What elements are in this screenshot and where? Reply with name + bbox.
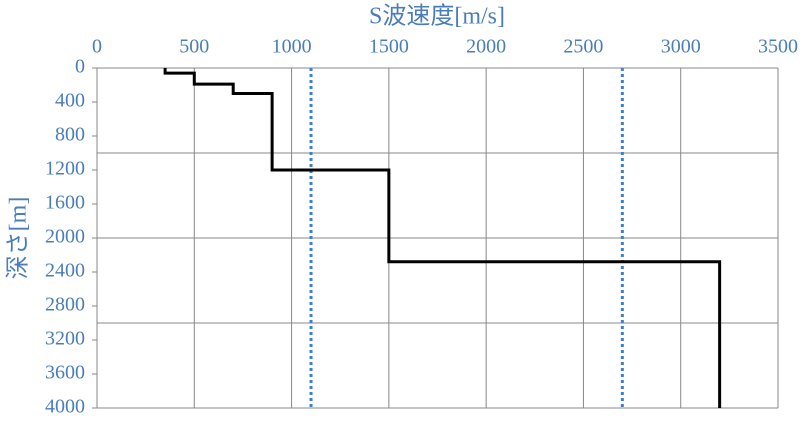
velocity-line <box>163 68 722 408</box>
chart-title: S波速度[m/s] <box>369 3 505 30</box>
x-tick-label: 0 <box>92 36 102 58</box>
y-tick-label: 3200 <box>45 328 85 350</box>
y-tick-label: 800 <box>55 124 85 146</box>
y-tick-label: 1600 <box>45 192 85 214</box>
x-tick-label: 3000 <box>661 36 701 58</box>
y-tick-label: 1200 <box>45 158 85 180</box>
x-tick-label: 1000 <box>272 36 312 58</box>
y-tick-label: 4000 <box>45 396 85 418</box>
y-tick-label: 2000 <box>45 226 85 248</box>
x-tick-label: 1500 <box>369 36 409 58</box>
y-tick-label: 0 <box>75 56 85 78</box>
x-tick-label: 2000 <box>466 36 506 58</box>
y-tick-label: 2400 <box>45 260 85 282</box>
y-axis-title: 深さ[m] <box>5 197 32 280</box>
y-tick-label: 3600 <box>45 362 85 384</box>
x-tick-label: 3500 <box>758 36 798 58</box>
x-tick-label: 500 <box>179 36 209 58</box>
y-tick-label: 2800 <box>45 294 85 316</box>
x-tick-label: 2500 <box>563 36 603 58</box>
y-tick-label: 400 <box>55 90 85 112</box>
